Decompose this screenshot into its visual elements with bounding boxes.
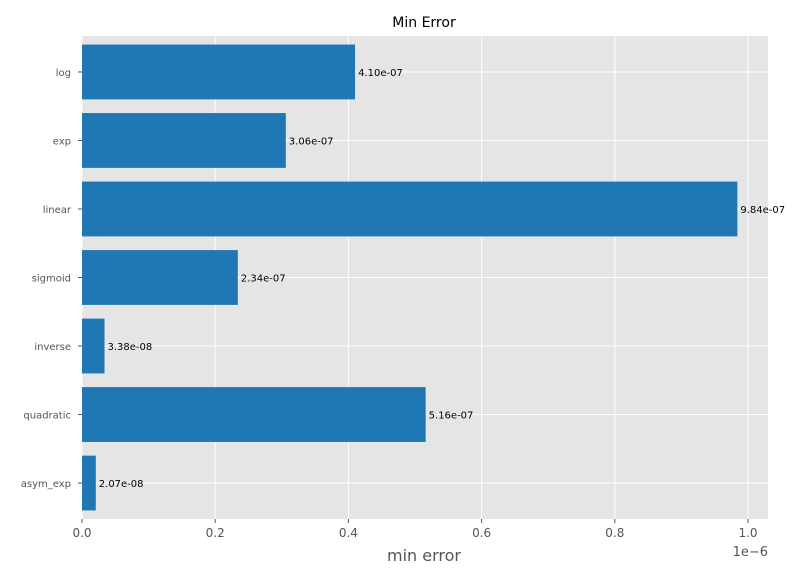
labels: 0.0 0.2 0.4 0.6 0.8 1.0 log 4.10e-07 exp 3.06e-07… (21, 68, 785, 540)
x-axis-title: min error (387, 546, 461, 565)
chart-title: Min Error (392, 15, 456, 31)
category-label: inverse (34, 342, 71, 353)
bar-quadratic (82, 387, 426, 442)
value-label: 5.16e-07 (429, 411, 474, 422)
x-axis-offset-label: 1e−6 (733, 545, 768, 560)
category-label: exp (53, 136, 71, 147)
x-tick-label: 0.8 (605, 526, 624, 540)
bar-linear (82, 181, 738, 237)
x-tick-label: 0.2 (206, 526, 225, 540)
category-label: linear (43, 205, 72, 216)
category-label: log (56, 68, 71, 79)
x-tick-label: 0.0 (72, 526, 91, 540)
value-label: 4.10e-07 (358, 68, 403, 79)
value-label: 2.34e-07 (241, 274, 286, 285)
bar-asym_exp (82, 455, 96, 511)
value-label: 9.84e-07 (740, 205, 785, 216)
x-tick-label: 0.4 (339, 526, 358, 540)
bar-exp (82, 113, 286, 168)
bar-log (82, 44, 356, 100)
category-label: quadratic (23, 411, 71, 422)
category-label: sigmoid (32, 274, 71, 285)
bar-inverse (82, 318, 105, 374)
x-tick-label: 0.6 (472, 526, 491, 540)
value-label: 3.38e-08 (108, 342, 153, 353)
value-label: 3.06e-07 (289, 136, 334, 147)
value-label: 2.07e-08 (99, 479, 144, 490)
x-tick-label: 1.0 (738, 526, 757, 540)
bars (82, 44, 738, 511)
bar-sigmoid (82, 250, 238, 305)
category-label: asym_exp (21, 479, 71, 490)
